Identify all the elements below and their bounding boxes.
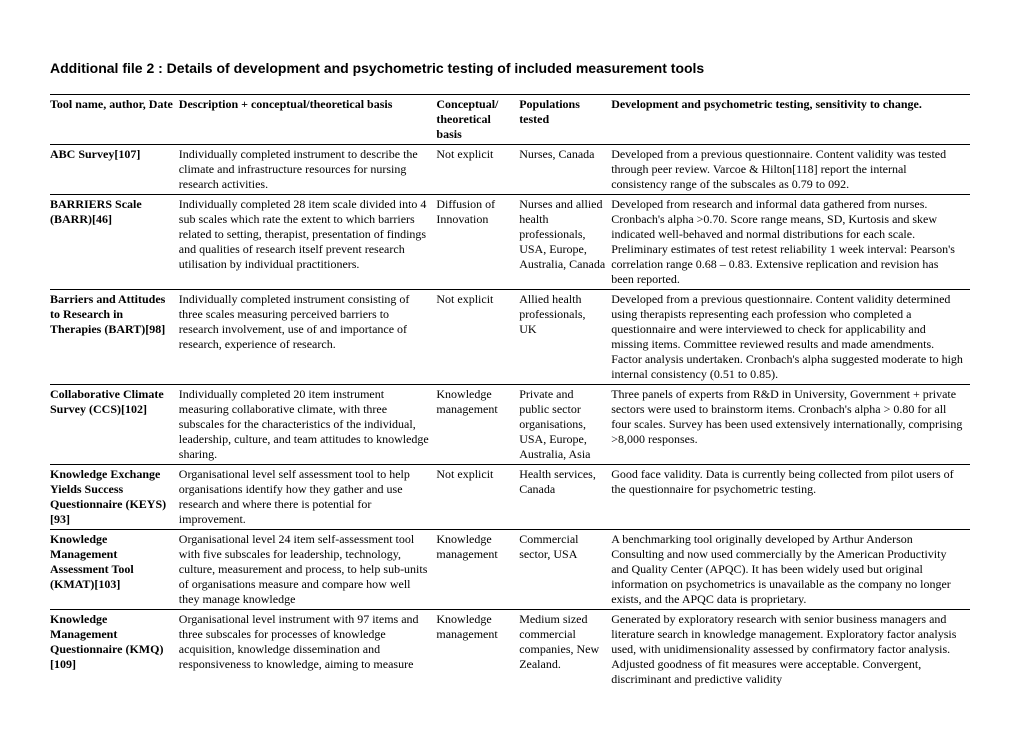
description-cell: Individually completed 28 item scale div… (179, 195, 437, 290)
toolname-cell: Knowledge Management Questionnaire (KMQ)… (50, 610, 179, 690)
development-cell: Developed from a previous questionnaire.… (611, 145, 970, 195)
table-row: Collaborative Climate Survey (CCS)[102]I… (50, 385, 970, 465)
toolname-cell: Knowledge Exchange Yields Success Questi… (50, 465, 179, 530)
basis-cell: Diffusion of Innovation (436, 195, 519, 290)
populations-cell: Nurses, Canada (519, 145, 611, 195)
development-cell: Three panels of experts from R&D in Univ… (611, 385, 970, 465)
toolname-cell: Collaborative Climate Survey (CCS)[102] (50, 385, 179, 465)
table-header-row: Tool name, author, Date Description + co… (50, 95, 970, 145)
development-cell: Developed from research and informal dat… (611, 195, 970, 290)
basis-cell: Knowledge management (436, 610, 519, 690)
development-cell: Generated by exploratory research with s… (611, 610, 970, 690)
description-cell: Individually completed 20 item instrumen… (179, 385, 437, 465)
header-development: Development and psychometric testing, se… (611, 95, 970, 145)
header-populations: Populations tested (519, 95, 611, 145)
table-row: Knowledge Management Assessment Tool (KM… (50, 530, 970, 610)
toolname-cell: Barriers and Attitudes to Research in Th… (50, 290, 179, 385)
description-cell: Organisational level self assessment too… (179, 465, 437, 530)
page-title: Additional file 2 : Details of developme… (50, 60, 970, 76)
description-cell: Individually completed instrument consis… (179, 290, 437, 385)
development-cell: Good face validity. Data is currently be… (611, 465, 970, 530)
description-cell: Organisational level instrument with 97 … (179, 610, 437, 690)
toolname-cell: Knowledge Management Assessment Tool (KM… (50, 530, 179, 610)
development-cell: Developed from a previous questionnaire.… (611, 290, 970, 385)
basis-cell: Knowledge management (436, 530, 519, 610)
table-row: Knowledge Management Questionnaire (KMQ)… (50, 610, 970, 690)
table-row: Barriers and Attitudes to Research in Th… (50, 290, 970, 385)
description-cell: Organisational level 24 item self-assess… (179, 530, 437, 610)
populations-cell: Health services, Canada (519, 465, 611, 530)
table-row: Knowledge Exchange Yields Success Questi… (50, 465, 970, 530)
measurement-tools-table: Tool name, author, Date Description + co… (50, 94, 970, 689)
description-cell: Individually completed instrument to des… (179, 145, 437, 195)
header-basis: Conceptual/ theoretical basis (436, 95, 519, 145)
toolname-cell: ABC Survey[107] (50, 145, 179, 195)
basis-cell: Not explicit (436, 145, 519, 195)
toolname-cell: BARRIERS Scale (BARR)[46] (50, 195, 179, 290)
header-description: Description + conceptual/theoretical bas… (179, 95, 437, 145)
basis-cell: Knowledge management (436, 385, 519, 465)
development-cell: A benchmarking tool originally developed… (611, 530, 970, 610)
populations-cell: Private and public sector organisations,… (519, 385, 611, 465)
populations-cell: Commercial sector, USA (519, 530, 611, 610)
basis-cell: Not explicit (436, 465, 519, 530)
populations-cell: Medium sized commercial companies, New Z… (519, 610, 611, 690)
basis-cell: Not explicit (436, 290, 519, 385)
populations-cell: Allied health professionals, UK (519, 290, 611, 385)
table-row: ABC Survey[107]Individually completed in… (50, 145, 970, 195)
table-row: BARRIERS Scale (BARR)[46]Individually co… (50, 195, 970, 290)
header-tool-name: Tool name, author, Date (50, 95, 179, 145)
populations-cell: Nurses and allied health professionals, … (519, 195, 611, 290)
